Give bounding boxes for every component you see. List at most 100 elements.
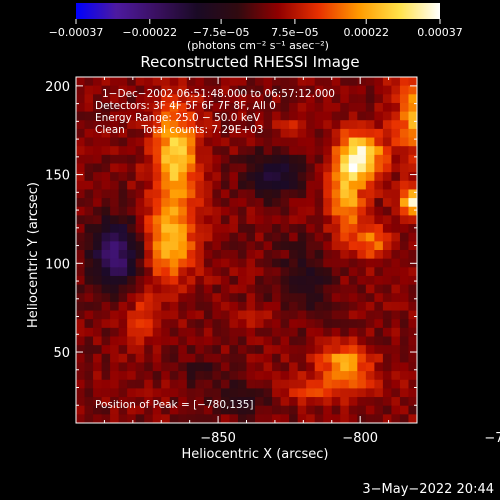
- heatmap-cell: [203, 206, 214, 216]
- heatmap-cell: [280, 241, 290, 251]
- heatmap-cell: [263, 397, 273, 407]
- heatmap-cell: [93, 293, 103, 303]
- heatmap-cell: [203, 77, 214, 87]
- heatmap-cell: [127, 215, 137, 225]
- heatmap-cell: [255, 301, 265, 312]
- heatmap-cell: [272, 250, 282, 260]
- heatmap-cell: [391, 267, 401, 277]
- heatmap-cell: [357, 267, 367, 277]
- heatmap-cell: [110, 414, 120, 423]
- heatmap-cell: [297, 362, 307, 372]
- heatmap-cell: [169, 284, 179, 294]
- heatmap-cell: [110, 388, 120, 398]
- heatmap-cell: [374, 206, 384, 216]
- heatmap-cell: [161, 319, 171, 329]
- heatmap-cell: [348, 224, 358, 234]
- heatmap-cell: [203, 146, 214, 156]
- heatmap-cell: [220, 189, 231, 199]
- heatmap-cell: [255, 224, 265, 234]
- heatmap-cell: [118, 301, 128, 312]
- heatmap-cell: [178, 163, 188, 173]
- heatmap-cell: [357, 102, 367, 113]
- heatmap-cell: [93, 336, 103, 346]
- heatmap-cell: [382, 310, 393, 320]
- heatmap-cell: [93, 319, 103, 329]
- heatmap-cell: [135, 250, 145, 260]
- heatmap-cell: [101, 146, 111, 156]
- heatmap-cell: [76, 336, 86, 346]
- heatmap-cell: [203, 388, 214, 398]
- heatmap-cell: [306, 250, 316, 260]
- heatmap-cell: [391, 284, 401, 294]
- heatmap-cell: [289, 345, 299, 355]
- heatmap-cell: [135, 258, 145, 268]
- annotation-time-range: 1−Dec−2002 06:51:48.000 to 06:57:12.000: [102, 88, 335, 100]
- heatmap-cell: [118, 327, 128, 338]
- heatmap-cell: [255, 345, 265, 355]
- heatmap-cell: [272, 154, 282, 165]
- heatmap-cell: [340, 77, 350, 87]
- heatmap-cell: [161, 154, 171, 165]
- heatmap-cell: [331, 224, 341, 234]
- heatmap-cell: [348, 379, 358, 389]
- heatmap-cell: [152, 128, 162, 139]
- heatmap-cell: [314, 414, 324, 423]
- heatmap-cell: [408, 198, 417, 208]
- heatmap-cell: [127, 128, 137, 139]
- heatmap-cell: [272, 224, 282, 234]
- heatmap-cell: [365, 120, 375, 130]
- heatmap-cell: [365, 310, 375, 320]
- heatmap-cell: [263, 371, 273, 381]
- heatmap-cell: [246, 414, 256, 423]
- heatmap-cell: [255, 154, 265, 165]
- heatmap-cell: [152, 224, 162, 234]
- heatmap-cell: [135, 232, 145, 242]
- heatmap-cell: [195, 345, 205, 355]
- heatmap-cell: [186, 137, 196, 147]
- heatmap-cell: [289, 224, 299, 234]
- heatmap-cell: [152, 172, 162, 182]
- heatmap-cell: [374, 258, 384, 268]
- heatmap-cell: [297, 353, 307, 364]
- heatmap-cell: [263, 206, 273, 216]
- heatmap-cell: [280, 137, 290, 147]
- heatmap-cell: [93, 250, 103, 260]
- heatmap-cell: [382, 198, 393, 208]
- heatmap-cell: [229, 85, 239, 95]
- heatmap-cell: [408, 163, 417, 173]
- heatmap-cell: [289, 250, 299, 260]
- colorbar-ticks: [75, 19, 441, 24]
- heatmap-cell: [331, 362, 341, 372]
- heatmap-cell: [382, 206, 393, 216]
- heatmap-cell: [93, 206, 103, 216]
- heatmap-cell: [237, 215, 248, 225]
- heatmap-cell: [374, 414, 384, 423]
- heatmap-cell: [399, 267, 410, 277]
- heatmap-cell: [110, 379, 120, 389]
- heatmap-cell: [169, 397, 179, 407]
- heatmap-cell: [220, 120, 231, 130]
- heatmap-cell: [365, 198, 375, 208]
- heatmap-cell: [306, 198, 316, 208]
- heatmap-cell: [178, 224, 188, 234]
- heatmap-cell: [76, 388, 86, 398]
- heatmap-cell: [391, 154, 401, 165]
- heatmap-cell: [127, 224, 137, 234]
- heatmap-cell: [297, 327, 307, 338]
- heatmap-cell: [76, 85, 86, 95]
- heatmap-cell: [348, 345, 358, 355]
- heatmap-cell: [340, 405, 350, 415]
- heatmap-cell: [255, 388, 265, 398]
- heatmap-cell: [357, 379, 367, 389]
- heatmap-cell: [357, 362, 367, 372]
- heatmap-cell: [203, 102, 214, 113]
- heatmap-cell: [127, 241, 137, 251]
- heatmap-cell: [118, 146, 128, 156]
- heatmap-cell: [297, 414, 307, 423]
- heatmap-cell: [195, 379, 205, 389]
- heatmap-cell: [314, 327, 324, 338]
- heatmap-cell: [246, 102, 256, 113]
- heatmap-cell: [348, 388, 358, 398]
- heatmap-cell: [382, 414, 393, 423]
- heatmap-cell: [237, 267, 248, 277]
